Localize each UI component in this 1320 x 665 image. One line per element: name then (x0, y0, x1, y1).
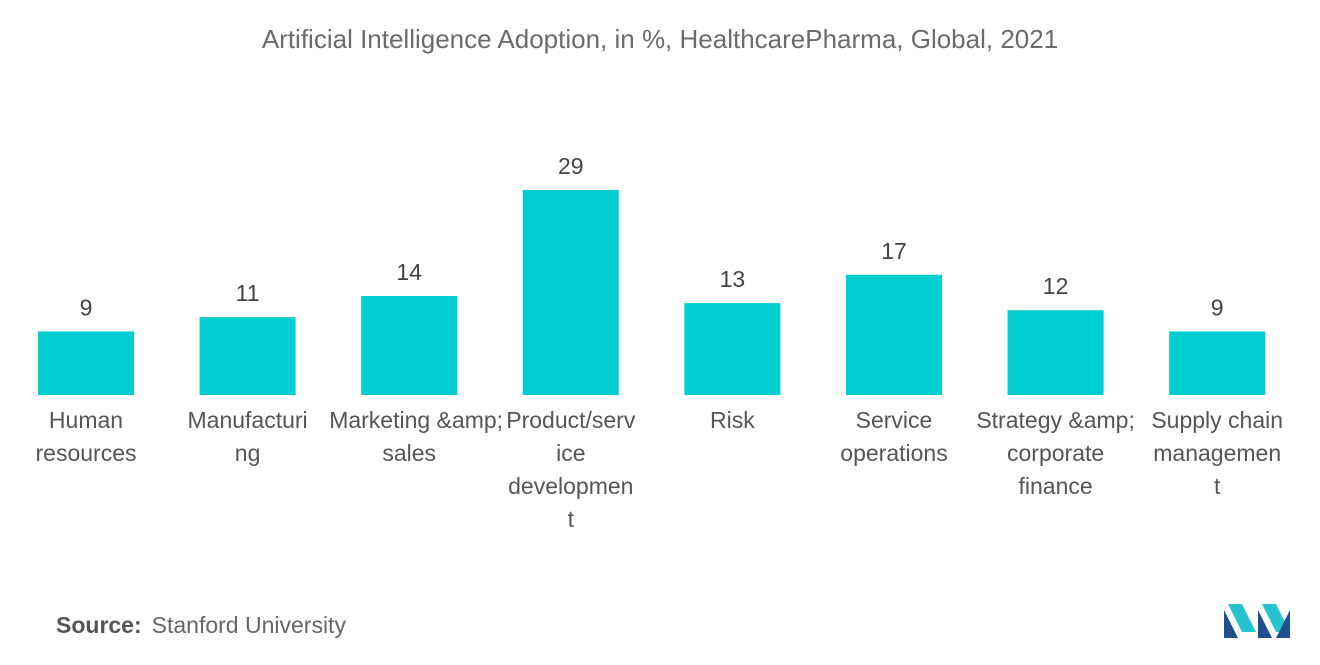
category-label-line: t (567, 506, 574, 532)
category-label-0: Human resources (6, 404, 166, 470)
source-label: Source: (56, 612, 142, 638)
bar-value-label-0: 9 (80, 294, 93, 320)
bar-value-label-5: 17 (881, 238, 907, 264)
category-label-1: Manufacturi ng (168, 404, 328, 470)
chart-title: Artificial Intelligence Adoption, in %, … (261, 24, 1059, 54)
category-label-line: Marketing &amp; (329, 407, 504, 433)
bar-value-label-3: 29 (558, 153, 584, 179)
category-label-line: Supply chain (1151, 407, 1284, 433)
category-label-line: Strategy &amp; (976, 407, 1135, 433)
category-label-line: Product/serv (506, 407, 636, 433)
category-label-7: Supply chain managemen t (1137, 404, 1297, 503)
bar-5 (846, 274, 942, 395)
category-label-4: Risk (652, 404, 812, 437)
bar-value-label-1: 11 (236, 280, 260, 306)
mordor-intelligence-logo-icon (1224, 604, 1290, 638)
bar-value-label-2: 14 (396, 259, 422, 285)
bar-value-label-6: 12 (1043, 273, 1069, 299)
category-label-line: ice (556, 440, 586, 466)
category-label-line: sales (382, 440, 437, 466)
bar-4 (684, 303, 781, 395)
bar-6 (1007, 310, 1104, 395)
bar-0 (38, 331, 134, 395)
category-label-line: corporate (1007, 440, 1105, 466)
source-value: Stanford University (151, 612, 346, 638)
bar-3 (522, 190, 619, 395)
category-label-line: Manufacturi (187, 407, 308, 433)
category-label-line: Service (855, 407, 933, 433)
bar-value-label-4: 13 (720, 266, 746, 292)
category-label-line: operations (840, 440, 948, 466)
category-label-6: Strategy &amp; corporate finance (976, 404, 1136, 503)
category-label-line: Risk (710, 407, 755, 433)
category-label-line: ng (234, 440, 261, 466)
bar-value-label-7: 9 (1211, 294, 1224, 320)
bar-1 (199, 317, 296, 395)
category-label-line: developmen (508, 473, 634, 499)
category-label-3: Product/serv ice developmen t (491, 404, 651, 536)
category-label-line: managemen (1153, 440, 1282, 466)
category-label-line: Human (48, 407, 124, 433)
category-label-5: Service operations (814, 404, 974, 470)
bar-chart: 9 11 14 29 13 17 12 9 (38, 153, 1266, 395)
bar-7 (1169, 331, 1266, 395)
category-label-line: t (1213, 473, 1221, 499)
category-label-line: resources (35, 440, 137, 466)
source-note: Source: Stanford University (56, 612, 346, 639)
category-label-2: Marketing &amp; sales (329, 404, 504, 470)
category-label-line: finance (1018, 473, 1093, 499)
bar-2 (361, 296, 458, 395)
